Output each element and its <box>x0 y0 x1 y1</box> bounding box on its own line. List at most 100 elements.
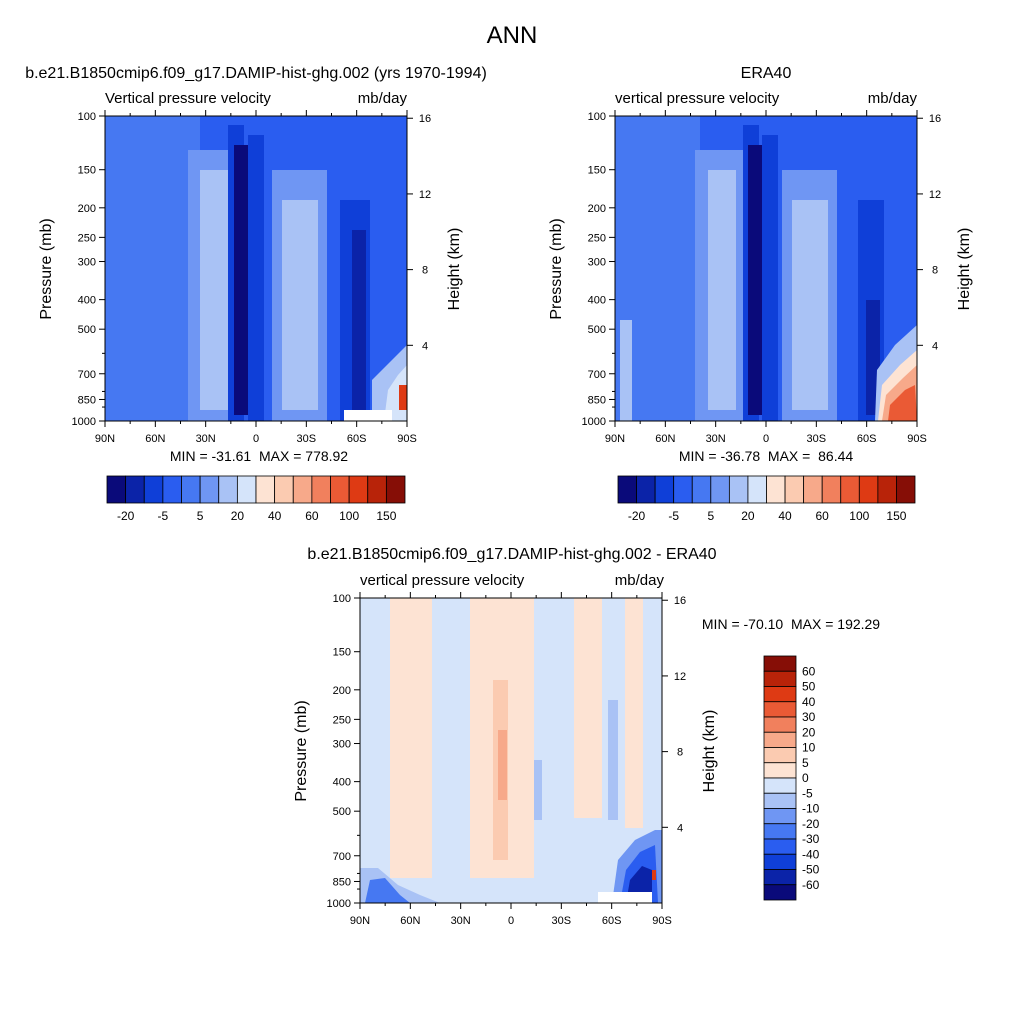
y2-tick-label: 12 <box>419 189 431 201</box>
x-tick-label: 30N <box>706 433 726 445</box>
y2-tick-label: 16 <box>929 113 941 125</box>
colorbar-label: -30 <box>802 832 820 846</box>
colorbar-swatch <box>617 475 637 504</box>
colorbar-swatch <box>728 475 749 504</box>
y-tick-label: 400 <box>333 777 351 789</box>
x-tick-label: 30S <box>807 433 827 445</box>
y-tick-label: 250 <box>333 714 351 726</box>
colorbar-label: 5 <box>707 509 714 523</box>
stats-label: MIN = -31.61 MAX = 778.92 <box>170 448 348 464</box>
contour-band <box>234 145 248 415</box>
colorbar-swatch <box>763 838 797 855</box>
x-tick-label: 90N <box>95 433 115 445</box>
y-tick-label: 300 <box>78 257 96 269</box>
colorbar-swatch <box>858 475 879 504</box>
colorbar-label: 40 <box>802 695 816 709</box>
x-tick-label: 0 <box>763 433 769 445</box>
colorbar-label: 60 <box>305 509 319 523</box>
colorbar-swatch <box>763 747 797 764</box>
colorbar-swatch <box>763 762 797 779</box>
colorbar-label: 20 <box>231 509 245 523</box>
y-tick-label: 250 <box>78 232 96 244</box>
colorbar-label: 30 <box>802 710 816 724</box>
contour-band <box>888 385 917 421</box>
colorbar-swatch <box>763 701 797 718</box>
colorbar-swatch <box>763 670 797 687</box>
colorbar-swatch <box>330 475 350 504</box>
axes: 100 150 200 250 300 400 500 700 850 1000 16 12 8 4 90N… <box>72 110 431 445</box>
y2-tick-label: 12 <box>674 671 686 683</box>
contour-band <box>534 760 542 820</box>
colorbar: -20 -5 5 20 40 60 100 150 <box>617 475 916 523</box>
colorbar-swatch <box>106 475 127 504</box>
contour-band <box>365 878 410 903</box>
y-tick-label: 250 <box>588 232 606 244</box>
colorbar-swatch <box>763 823 797 840</box>
x-tick-label: 60N <box>145 433 165 445</box>
y2-tick-label: 8 <box>932 265 938 277</box>
colorbar-swatch <box>763 792 797 809</box>
colorbar-swatch <box>763 777 797 794</box>
variable-label: vertical pressure velocity <box>360 572 525 589</box>
colorbar-label: -10 <box>802 802 820 816</box>
colorbar-label: -5 <box>802 786 813 800</box>
colorbar-label: 150 <box>376 509 396 523</box>
colorbar-swatch <box>763 869 797 886</box>
panel-title: b.e21.B1850cmip6.f09_g17.DAMIP-hist-ghg.… <box>25 65 487 82</box>
x-tick-label: 90N <box>350 915 370 927</box>
colorbar-swatch <box>162 475 182 504</box>
colorbar-label: 5 <box>197 509 204 523</box>
y-tick-label: 700 <box>588 369 606 381</box>
colorbar-swatch <box>763 884 797 901</box>
contour-band <box>608 700 618 820</box>
colorbar-swatch <box>763 731 797 748</box>
colorbar-label: -20 <box>628 509 646 523</box>
colorbar-swatch <box>236 475 257 504</box>
colorbar-label: 60 <box>816 509 830 523</box>
y-tick-label: 1000 <box>582 416 606 428</box>
colorbar-swatch <box>636 475 656 504</box>
colorbar-label: 60 <box>802 664 816 678</box>
colorbar-swatch <box>766 475 786 504</box>
colorbar-label: 100 <box>339 509 359 523</box>
colorbar-swatch <box>763 853 797 870</box>
units-label: mb/day <box>868 90 918 107</box>
y-tick-label: 300 <box>333 739 351 751</box>
panel-model: b.e21.B1850cmip6.f09_g17.DAMIP-hist-ghg.… <box>25 65 487 523</box>
colorbar-swatch <box>763 655 797 672</box>
axes: 100 150 200 250 300 400 500 700 850 1000 16 12 8 4 90N… <box>582 110 941 445</box>
colorbar-label: -40 <box>802 847 820 861</box>
colorbar-label: -5 <box>668 509 679 523</box>
y-tick-label: 200 <box>78 203 96 215</box>
figure-title: ANN <box>487 22 538 49</box>
contour-band <box>620 320 632 421</box>
y-tick-label: 700 <box>78 369 96 381</box>
contour-band <box>200 170 228 410</box>
contour-band <box>625 598 643 828</box>
colorbar-swatch <box>199 475 220 504</box>
x-tick-label: 90N <box>605 433 625 445</box>
y-tick-label: 850 <box>588 394 606 406</box>
colorbar-swatch <box>763 686 797 703</box>
y-tick-label: 100 <box>588 111 606 123</box>
x-tick-label: 90S <box>652 915 672 927</box>
colorbar: -20 -5 5 20 40 60 100 150 <box>106 475 406 523</box>
y-tick-label: 150 <box>333 647 351 659</box>
y2-tick-label: 4 <box>422 340 428 352</box>
colorbar-swatch <box>385 475 406 504</box>
colorbar-label: -50 <box>802 863 820 877</box>
contour-band <box>399 385 407 410</box>
colorbar-swatch <box>181 475 201 504</box>
y-axis-label: Pressure (mb) <box>38 218 55 319</box>
colorbar-label: 0 <box>802 771 809 785</box>
y-tick-label: 150 <box>78 165 96 177</box>
y2-tick-label: 12 <box>929 189 941 201</box>
y-tick-label: 850 <box>333 876 351 888</box>
y-tick-label: 1000 <box>327 898 351 910</box>
colorbar-label: 40 <box>778 509 792 523</box>
y2-axis-label: Height (km) <box>956 228 973 311</box>
panel-title: b.e21.B1850cmip6.f09_g17.DAMIP-hist-ghg.… <box>307 546 716 563</box>
y2-axis-label: Height (km) <box>446 228 463 311</box>
colorbar-swatch <box>311 475 331 504</box>
